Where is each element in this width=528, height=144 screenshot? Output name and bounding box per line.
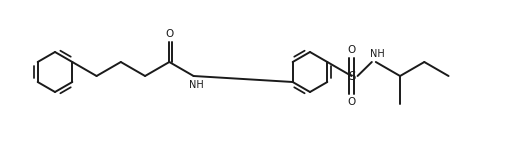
Text: S: S: [348, 70, 355, 83]
Text: NH: NH: [371, 49, 385, 59]
Text: O: O: [347, 45, 356, 55]
Text: NH: NH: [189, 80, 204, 90]
Text: O: O: [165, 29, 173, 39]
Text: O: O: [347, 97, 356, 107]
